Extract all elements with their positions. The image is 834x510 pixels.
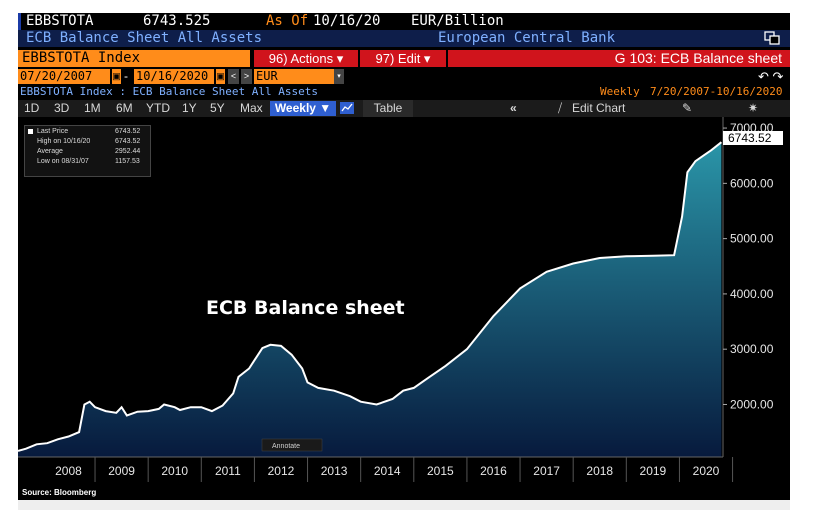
period-1d[interactable]: 1D [24,101,40,115]
x-tick-label: 2015 [427,464,454,478]
description: ECB Balance Sheet All Assets [26,30,263,46]
security-field[interactable]: EBBSTOTA Index [18,50,250,67]
x-tick-label: 2010 [161,464,188,478]
last-value-box [723,131,783,145]
x-tick-label: 2009 [108,464,135,478]
area-fill [18,142,722,457]
legend-avg-label: Average [37,148,63,155]
y-tick-label: 2000.00 [730,397,774,411]
date-row: 07/20/2007 ▣ - 10/16/2020 ▣ < > EUR ▾ ↶ … [18,69,790,84]
range-label: 7/20/2007-10/16/2020 [650,85,783,98]
toolbar: 1D 3D 1M 6M YTD 1Y 5Y Max Weekly ▼ Table… [18,100,790,117]
price: 6743.525 [143,13,211,29]
end-date-input[interactable]: 10/16/2020 [134,69,214,84]
y-tick-label: 3000.00 [730,342,774,356]
next-icon[interactable]: > [241,69,252,84]
weekly-dropdown[interactable]: Weekly ▼ [270,101,336,116]
series-line [18,141,723,452]
y-tick-label: 6000.00 [730,176,774,190]
as-of-date: 10/16/20 [313,13,381,29]
annotate-button[interactable] [261,438,323,452]
footer: Source: Bloomberg [18,488,790,500]
legend-swatch [28,129,33,134]
edit-chart-button[interactable]: Edit Chart [572,101,626,115]
header-row-2: ECB Balance Sheet All Assets European Ce… [18,30,790,47]
x-tick-label: 2008 [55,464,82,478]
x-tick-label: 2014 [374,464,401,478]
terminal-panel: EBBSTOTA 6743.525 As Of 10/16/20 EUR/Bil… [18,13,790,488]
y-tick-label: 4000.00 [730,287,774,301]
start-date-input[interactable]: 07/20/2007 [18,69,110,84]
x-tick-label: 2013 [321,464,348,478]
x-tick-label: 2016 [480,464,507,478]
legend-high-label: High on 10/16/20 [37,138,91,145]
actions-button[interactable]: 96) Actions ▾ [254,50,358,67]
line-chart-icon[interactable] [340,102,354,119]
period-1y[interactable]: 1Y [182,101,197,115]
x-tick-label: 2011 [215,464,241,478]
undo-redo-icon[interactable]: ↶ ↷ [758,69,784,84]
legend-last-value: 6743.52 [115,128,141,135]
edit-chart-icon: ⧸ [558,101,563,115]
x-tick-label: 2017 [533,464,560,478]
x-tick-label: 2020 [693,464,720,478]
last-value-label: 6743.52 [728,131,772,145]
source-label: Source: Bloomberg [22,488,97,497]
currency-dropdown-icon[interactable]: ▾ [334,69,344,84]
legend-avg-value: 2952.44 [115,148,141,155]
legend-high-value: 6743.52 [115,138,141,145]
units: EUR/Billion [411,13,504,29]
x-tick-label: 2019 [640,464,667,478]
period-1m[interactable]: 1M [84,101,101,115]
subtitle-row: EBBSTOTA Index : ECB Balance Sheet All A… [18,85,790,99]
period-3d[interactable]: 3D [54,101,70,115]
header-row-1: EBBSTOTA 6743.525 As Of 10/16/20 EUR/Bil… [18,13,790,30]
annotate-label: Annotate [272,443,300,450]
header-row-3: EBBSTOTA Index 96) Actions ▾ 97) Edit ▾ … [18,50,790,67]
period-ytd[interactable]: YTD [146,101,170,115]
legend-last-label: Last Price [37,128,69,135]
legend-low-label: Low on 08/31/07 [37,158,89,165]
x-tick-label: 2012 [268,464,295,478]
as-of-label: As Of [266,13,309,29]
period-5y[interactable]: 5Y [210,101,225,115]
page-title: G 103: ECB Balance sheet [448,50,790,67]
legend-box: Last Price 6743.52 High on 10/16/20 6743… [24,125,151,177]
page-band [18,500,790,510]
prev-icon[interactable]: < [228,69,239,84]
period-6m[interactable]: 6M [116,101,133,115]
end-calendar-icon[interactable]: ▣ [216,69,225,84]
start-calendar-icon[interactable]: ▣ [112,69,121,84]
y-tick-label: 5000.00 [730,232,774,246]
frequency-label: Weekly [600,85,640,98]
gear-icon[interactable]: ✷ [748,101,759,115]
x-tick-label: 2018 [586,464,613,478]
source-name: European Central Bank [438,30,616,46]
period-max[interactable]: Max [240,101,263,115]
edit-button[interactable]: 97) Edit ▾ [360,50,446,67]
ticker: EBBSTOTA [26,13,94,29]
chart-title: ECB Balance sheet [206,297,405,319]
window-icon[interactable] [764,31,780,50]
currency-select[interactable]: EUR [254,69,334,84]
collapse-icon[interactable]: « [510,101,517,115]
table-button[interactable]: Table [363,100,413,117]
legend-low-value: 1157.53 [115,158,140,165]
chart-subtitle: EBBSTOTA Index : ECB Balance Sheet All A… [20,85,319,98]
pencil-icon[interactable]: ✎ [682,101,693,115]
